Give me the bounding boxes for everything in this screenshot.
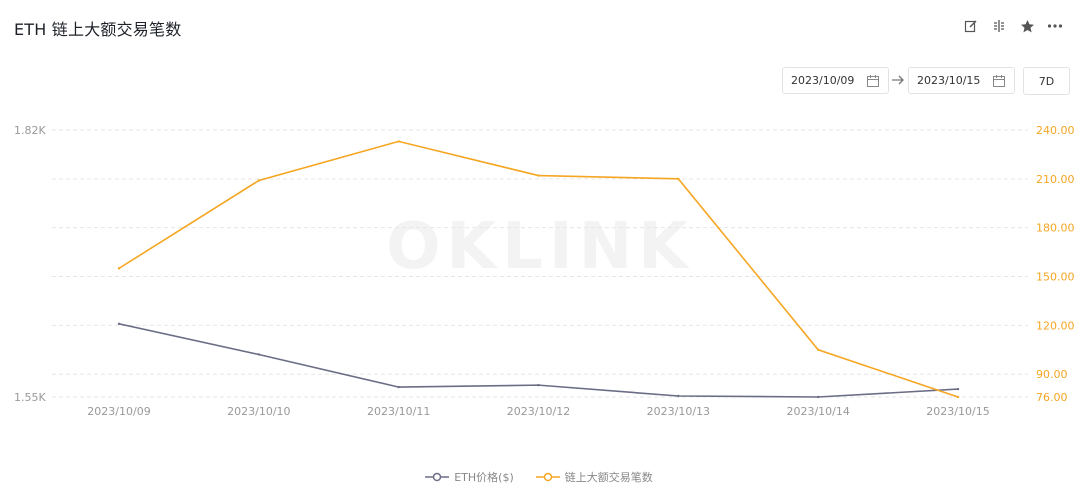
left-axis-tick-label: 1.55K	[14, 391, 46, 404]
edit-icon[interactable]	[962, 16, 980, 36]
calendar-icon	[993, 74, 1005, 87]
toolbar	[962, 16, 1064, 36]
legend-label: 链上大额交易笔数	[564, 471, 653, 484]
left-axis-tick-label: 1.82K	[14, 124, 46, 137]
arrow-right-icon	[892, 75, 904, 85]
x-axis-tick-label: 2023/10/09	[87, 405, 150, 418]
eth-price-point[interactable]	[257, 353, 261, 356]
eth-price-point[interactable]	[816, 395, 820, 399]
more-icon[interactable]	[1046, 16, 1064, 36]
page-title: ETH 链上大额交易笔数	[14, 20, 182, 39]
large-tx-point[interactable]	[956, 395, 960, 399]
line-chart: OKLINK 1.82K 1.55K 240.00 210.00 180.00 150.…	[14, 124, 1075, 418]
legend-line-icon	[535, 472, 560, 482]
right-axis-tick-label: 180.00	[1036, 222, 1075, 235]
legend: ETH价格($) 链上大额交易笔数	[0, 469, 1078, 485]
start-date-field[interactable]: 2023/10/09	[782, 67, 889, 94]
eth-price-point[interactable]	[397, 385, 400, 389]
right-axis-tick-label: 150.00	[1036, 271, 1075, 284]
calendar-icon	[867, 74, 879, 87]
right-axis-tick-label: 120.00	[1036, 319, 1075, 332]
end-date-field[interactable]: 2023/10/15	[908, 67, 1015, 94]
right-axis-tick-label: 240.00	[1036, 124, 1075, 137]
x-axis-tick-label: 2023/10/10	[227, 405, 290, 418]
eth-price-point[interactable]	[677, 394, 680, 398]
start-date-value: 2023/10/09	[791, 74, 855, 87]
right-axis-tick-label: 90.00	[1036, 368, 1068, 381]
eth-price-point[interactable]	[537, 383, 540, 387]
x-axis-tick-label: 2023/10/12	[507, 405, 570, 418]
eth-price-point[interactable]	[956, 387, 960, 391]
x-axis-tick-label: 2023/10/13	[647, 405, 710, 418]
split-icon[interactable]	[990, 16, 1008, 36]
large-tx-point[interactable]	[257, 179, 261, 182]
right-axis-tick-label: 210.00	[1036, 173, 1075, 186]
star-icon[interactable]	[1018, 16, 1036, 36]
x-axis-tick-label: 2023/10/14	[786, 405, 849, 418]
x-axis-tick-label: 2023/10/15	[926, 405, 989, 418]
large-tx-point[interactable]	[117, 267, 121, 270]
legend-line-icon	[425, 472, 450, 482]
large-tx-point[interactable]	[397, 140, 400, 143]
range-7d-button[interactable]: 7D	[1023, 67, 1070, 95]
legend-item-large-tx[interactable]: 链上大额交易笔数	[535, 469, 653, 485]
legend-label: ETH价格($)	[454, 471, 514, 484]
legend-item-eth-price[interactable]: ETH价格($)	[425, 469, 514, 485]
eth-price-point[interactable]	[117, 322, 121, 326]
large-tx-point[interactable]	[816, 348, 820, 351]
right-axis-tick-label: 76.00	[1036, 391, 1068, 404]
end-date-value: 2023/10/15	[917, 74, 981, 87]
x-axis-tick-label: 2023/10/11	[367, 405, 430, 418]
watermark: OKLINK	[386, 210, 694, 284]
large-tx-point[interactable]	[537, 174, 540, 177]
large-tx-point[interactable]	[677, 177, 680, 181]
